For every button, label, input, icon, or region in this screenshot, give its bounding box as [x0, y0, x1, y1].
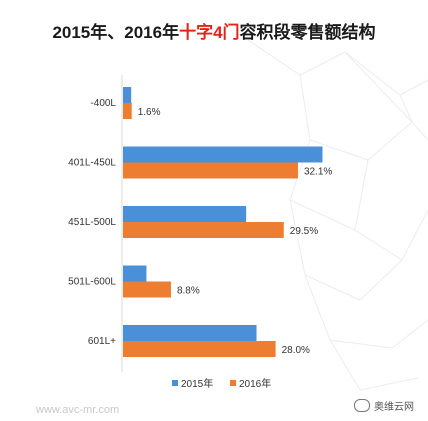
- category-label: 501L-600L: [68, 277, 116, 288]
- legend-label: 2016年: [239, 377, 271, 390]
- bar-2015: [123, 325, 257, 341]
- category-label: 401L-450L: [68, 158, 116, 169]
- bar-2016: [123, 341, 276, 357]
- legend-swatch: [230, 380, 236, 386]
- category-label: -400L: [90, 98, 116, 109]
- bar-2015: [123, 206, 247, 222]
- legend-label: 2015年: [181, 377, 213, 390]
- category-label: 451L-500L: [68, 217, 116, 228]
- watermark-url: www.avc-mr.com: [36, 404, 120, 416]
- legend-swatch: [172, 380, 178, 386]
- category-label: 601L+: [88, 336, 116, 347]
- brand-logo-text: 奥维云网: [374, 402, 414, 413]
- data-label: 8.8%: [177, 286, 200, 297]
- bar-2016: [123, 103, 132, 119]
- bar-2015: [123, 146, 323, 163]
- background-mesh: [247, 39, 428, 391]
- data-label: 32.1%: [304, 167, 332, 178]
- legend: 2015年 2016年: [172, 377, 271, 390]
- title-prefix: 2015年、2016年: [52, 23, 180, 42]
- bar-2015: [123, 265, 147, 282]
- title-suffix: 容积段零售额结构: [239, 23, 376, 42]
- data-label: 1.6%: [138, 107, 161, 118]
- plot-area: -400L 1.6% 401L-450L 32.1% 451L-500L 29.5% 501…: [68, 87, 332, 357]
- data-label: 28.0%: [282, 345, 310, 356]
- brand-logo: 奥维云网: [354, 398, 414, 413]
- title-highlight: 十字4门: [179, 23, 240, 42]
- data-label: 29.5%: [290, 226, 318, 237]
- chat-bubble-icon: [354, 399, 370, 412]
- bar-2016: [123, 222, 284, 238]
- bar-2016: [123, 162, 298, 179]
- bar-2016: [123, 281, 171, 298]
- bar-2015: [123, 87, 132, 103]
- chart-title: 2015年、2016年十字4门容积段零售额结构: [0, 18, 428, 43]
